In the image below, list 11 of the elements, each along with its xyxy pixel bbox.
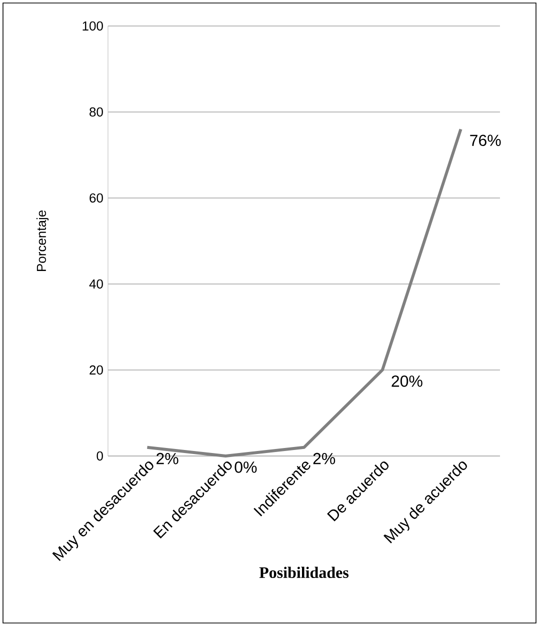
y-axis-title: Porcentaje <box>36 210 49 272</box>
data-label: 20% <box>392 376 422 387</box>
data-label: 76% <box>470 134 501 146</box>
y-tick-label: 0 <box>96 451 103 461</box>
y-tick-label: 20 <box>90 365 103 375</box>
x-axis-title: Posibilidades <box>259 566 349 578</box>
data-label: 2% <box>313 452 336 464</box>
y-tick-label: 100 <box>82 21 103 31</box>
y-tick-label: 40 <box>89 279 103 289</box>
y-tick-label: 60 <box>90 193 103 203</box>
y-tick-label: 80 <box>90 107 103 117</box>
